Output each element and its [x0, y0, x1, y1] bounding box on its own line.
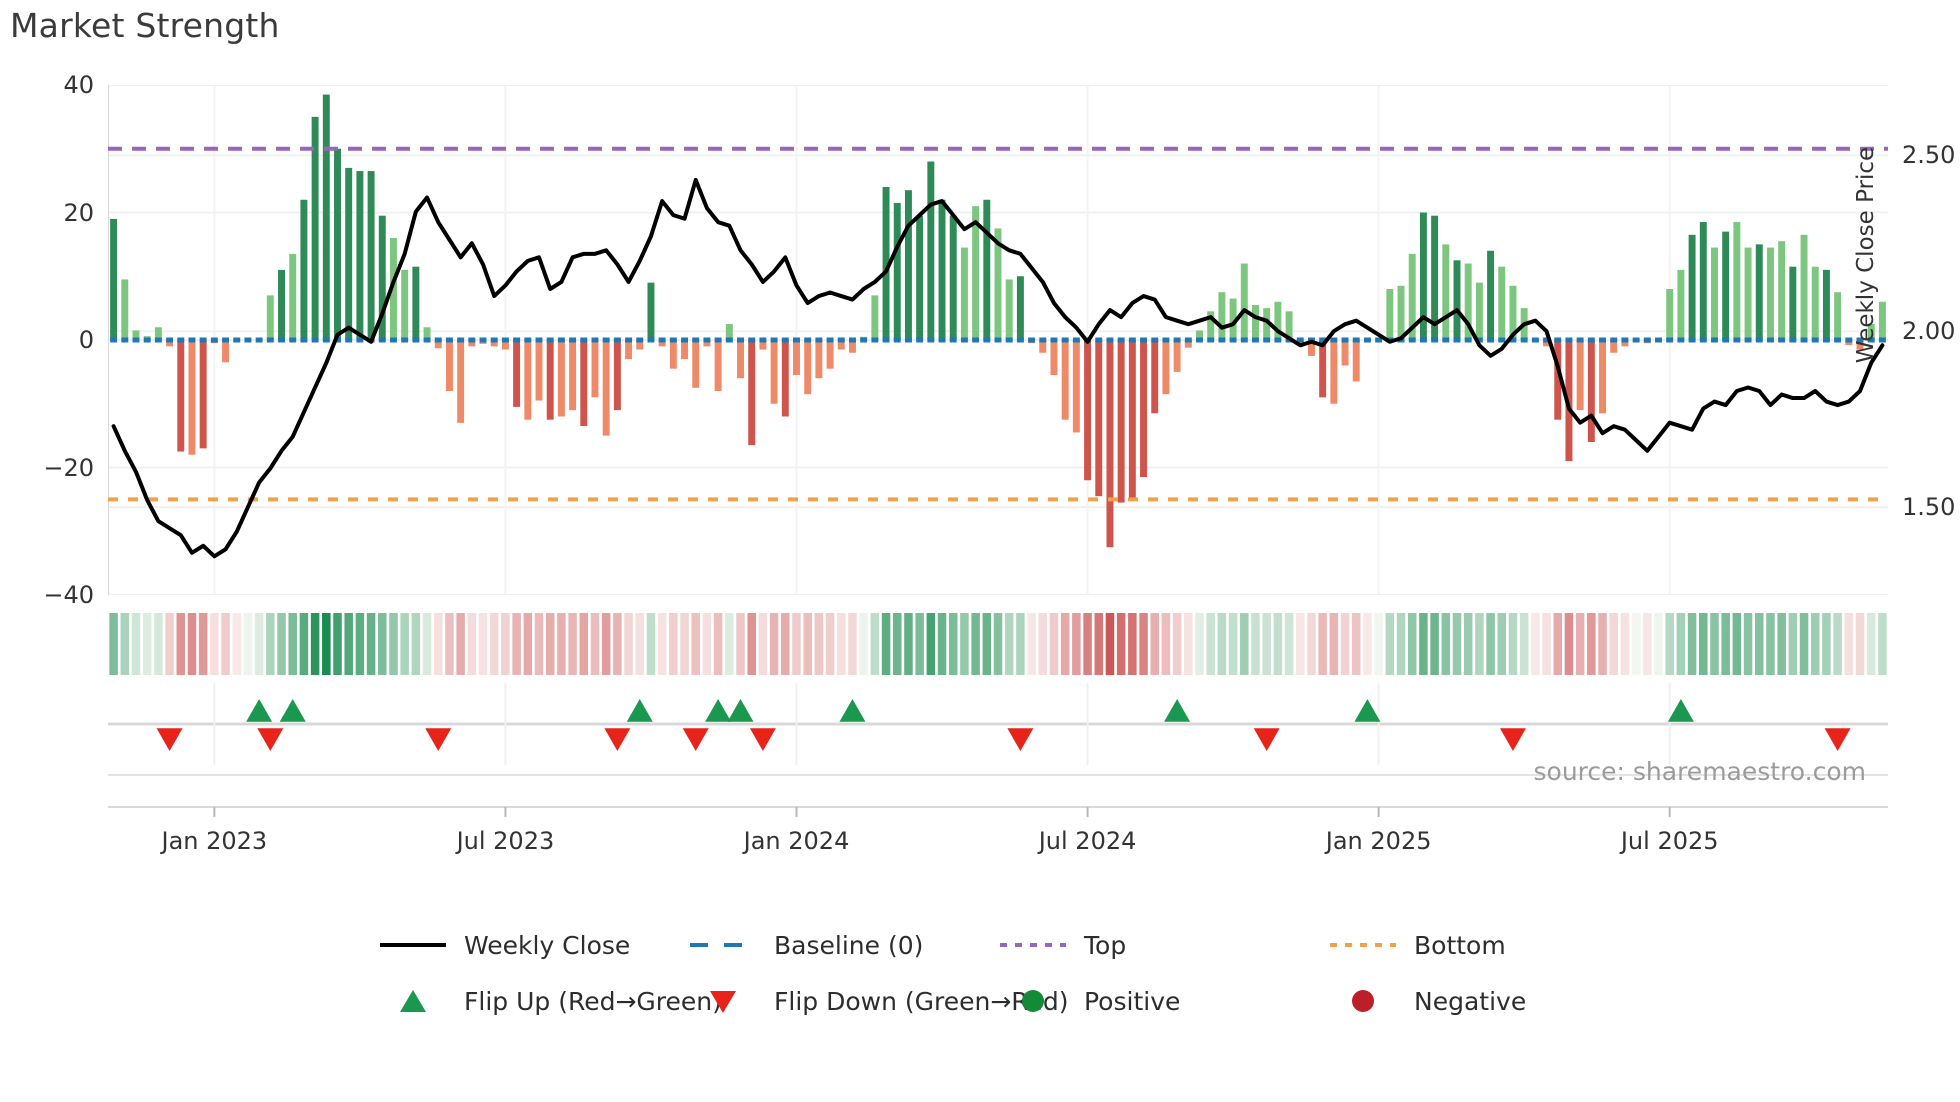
flip-marker-svg	[108, 683, 1888, 765]
legend-glyph	[990, 986, 1076, 1016]
y-axis-left-tick: −20	[43, 453, 94, 482]
x-axis-tick-label: Jul 2023	[456, 827, 555, 855]
x-axis-tick-label: Jan 2025	[1325, 827, 1432, 855]
x-axis-tick-label: Jan 2023	[161, 827, 268, 855]
legend-label: Flip Up (Red→Green)	[464, 986, 722, 1016]
heat-strip-svg	[109, 613, 1887, 675]
y-axis-right-tick: 2.50	[1902, 141, 1956, 170]
legend-glyph	[680, 930, 766, 960]
line-dotted-orange-icon	[1330, 943, 1396, 947]
y-axis-left-tick: 0	[78, 326, 94, 354]
legend-glyph	[1320, 986, 1406, 1016]
page-title: Market Strength	[10, 6, 280, 45]
legend-row: Weekly Close Baseline (0) Top Bottom	[370, 925, 1640, 965]
y-axis-right-tick: 1.50	[1902, 493, 1956, 522]
legend-label: Weekly Close	[464, 930, 631, 960]
legend-label: Bottom	[1414, 930, 1506, 960]
legend-item-flip-down-green-red[interactable]: Flip Down (Green→Red)	[680, 981, 1069, 1021]
legend-label: Top	[1084, 930, 1127, 960]
legend-label: Positive	[1084, 986, 1181, 1016]
x-axis-tick-label: Jul 2024	[1038, 827, 1137, 855]
triangle-up-green-icon	[400, 990, 426, 1012]
legend-item-bottom[interactable]: Bottom	[1320, 925, 1640, 965]
y-axis-right-label: Weekly Close Price	[1853, 146, 1879, 364]
legend-item-flip-up-red-green[interactable]: Flip Up (Red→Green)	[370, 981, 722, 1021]
legend-glyph	[680, 986, 766, 1016]
chart-legend: Weekly Close Baseline (0) Top Bottom Flip Up…	[370, 925, 1640, 1035]
y-axis-right-tick: 2.00	[1902, 317, 1956, 346]
legend-item-negative[interactable]: Negative	[1320, 981, 1640, 1021]
triangle-down-red-icon	[710, 991, 736, 1013]
legend-glyph	[370, 986, 456, 1016]
legend-label: Flip Down (Green→Red)	[774, 986, 1069, 1016]
y-axis-left-tick: 40	[63, 71, 94, 99]
legend-item-positive[interactable]: Positive	[990, 981, 1320, 1021]
main-plot-area	[108, 85, 1888, 595]
legend-item-baseline-0[interactable]: Baseline (0)	[680, 925, 990, 965]
signal-heat-strip	[108, 613, 1888, 675]
line-solid-black-icon	[380, 943, 446, 947]
x-axis: Jan 2023 Jul 2023 Jan 2024 Jul 2024 Jan 2025…	[108, 805, 1888, 875]
line-dotted-purple-icon	[1000, 943, 1066, 947]
line-dashed-blue-icon	[690, 943, 756, 947]
flip-marker-panel	[108, 683, 1888, 765]
legend-item-weekly-close[interactable]: Weekly Close	[370, 925, 680, 965]
x-axis-svg	[108, 806, 1888, 817]
x-axis-tick-label: Jan 2024	[743, 827, 850, 855]
circle-red-icon	[1352, 990, 1374, 1012]
legend-item-top[interactable]: Top	[990, 925, 1320, 965]
y-axis-left-tick: −40	[43, 581, 94, 609]
legend-glyph	[370, 930, 456, 960]
legend-label: Negative	[1414, 986, 1527, 1016]
legend-label: Baseline (0)	[774, 930, 924, 960]
circle-green-icon	[1022, 990, 1044, 1012]
legend-glyph	[990, 930, 1076, 960]
legend-glyph	[1320, 930, 1406, 960]
source-panel: source: sharemaestro.com	[108, 745, 1888, 805]
y-axis-left-tick: 20	[63, 198, 94, 227]
source-attribution: source: sharemaestro.com	[1533, 757, 1867, 786]
market-strength-svg	[108, 85, 1888, 595]
source-rule-svg	[108, 774, 1888, 776]
legend-row: Flip Up (Red→Green) Flip Down (Green→Red)…	[370, 981, 1640, 1021]
x-axis-tick-label: Jul 2025	[1620, 827, 1719, 855]
